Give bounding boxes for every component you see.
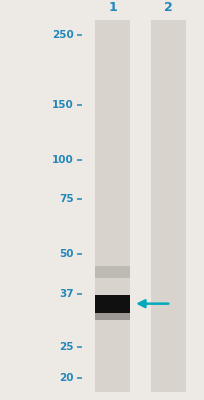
Bar	[95, 266, 130, 278]
Bar	[150, 20, 185, 392]
Text: 25: 25	[59, 342, 73, 352]
Text: 1: 1	[108, 1, 116, 14]
Bar	[95, 295, 130, 313]
Text: 50: 50	[59, 248, 73, 258]
Text: 2: 2	[163, 1, 172, 14]
Bar	[95, 20, 130, 392]
Text: 20: 20	[59, 373, 73, 383]
Text: 100: 100	[52, 154, 73, 164]
Text: 250: 250	[52, 30, 73, 40]
Text: 37: 37	[59, 289, 73, 299]
Text: 150: 150	[52, 100, 73, 110]
Text: 75: 75	[59, 194, 73, 204]
Bar	[95, 313, 130, 320]
